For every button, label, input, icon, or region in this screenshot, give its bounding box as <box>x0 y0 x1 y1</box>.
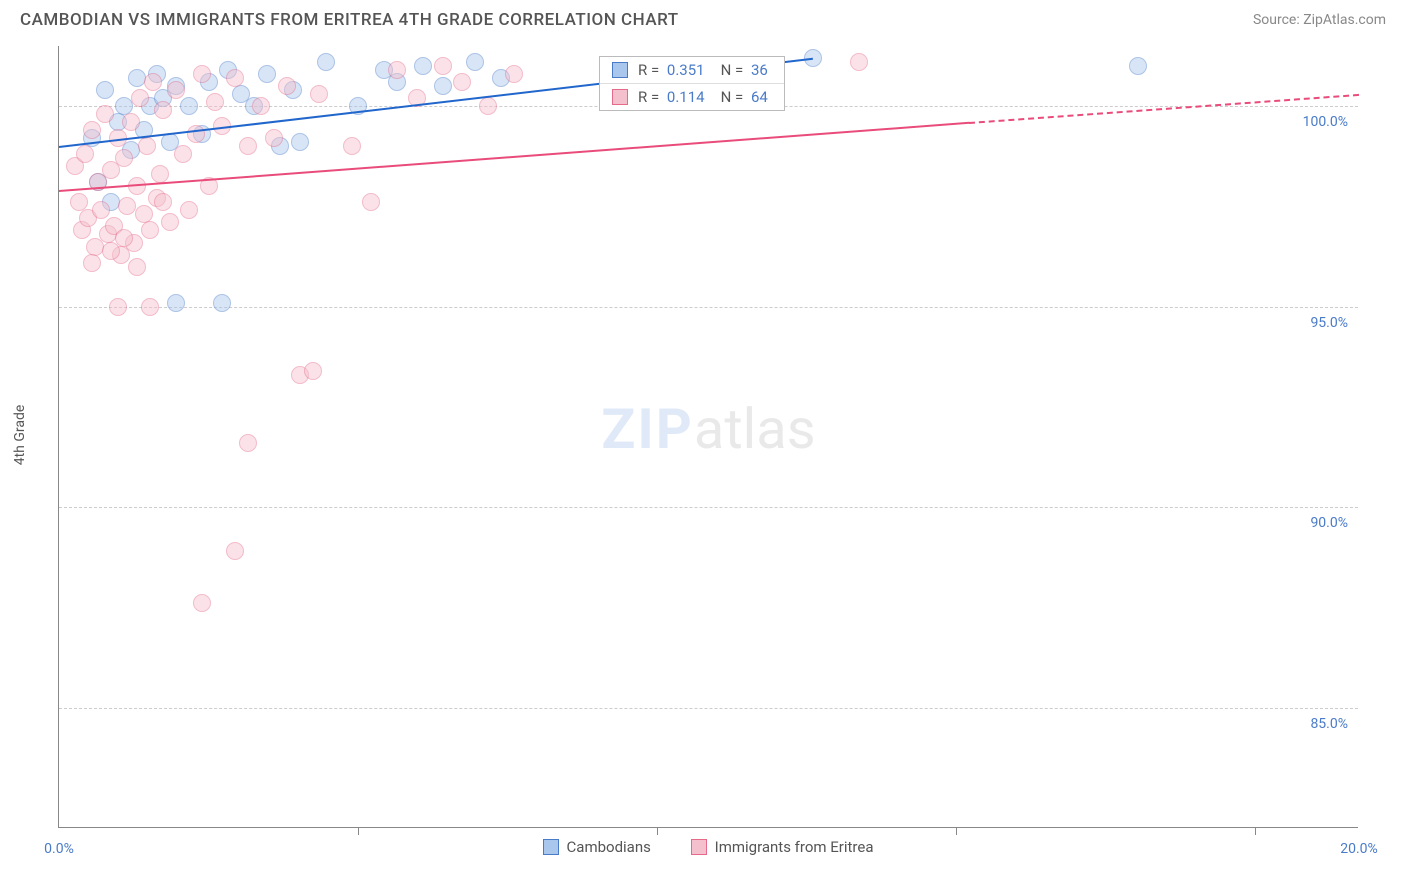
scatter-point <box>83 121 101 139</box>
y-tick-label: 100.0% <box>1303 114 1348 130</box>
corr-r-value: 0.351 <box>663 61 704 79</box>
watermark: ZIPatlas <box>601 396 815 462</box>
scatter-point <box>850 53 868 71</box>
scatter-point <box>128 258 146 276</box>
legend-label: Immigrants from Eritrea <box>715 838 874 856</box>
scatter-point <box>187 125 205 143</box>
scatter-point <box>304 362 322 380</box>
y-tick-label: 95.0% <box>1310 315 1348 331</box>
corr-swatch-icon <box>612 89 628 105</box>
scatter-point <box>362 193 380 211</box>
legend-item-cambodians: Cambodians <box>543 838 651 856</box>
scatter-point <box>310 85 328 103</box>
scatter-point <box>174 145 192 163</box>
scatter-point <box>180 97 198 115</box>
scatter-point <box>1129 57 1147 75</box>
scatter-point <box>128 69 146 87</box>
corr-n-label: N = <box>721 61 744 79</box>
scatter-point <box>92 201 110 219</box>
scatter-point <box>252 97 270 115</box>
scatter-point <box>96 105 114 123</box>
trendline-dashed <box>969 94 1359 124</box>
scatter-point <box>154 193 172 211</box>
scatter-point <box>505 65 523 83</box>
scatter-point <box>180 201 198 219</box>
x-minor-tick <box>956 827 957 835</box>
bottom-legend: Cambodians Immigrants from Eritrea <box>58 838 1358 859</box>
scatter-point <box>466 53 484 71</box>
scatter-point <box>206 93 224 111</box>
x-minor-tick <box>358 827 359 835</box>
corr-n-value: 36 <box>747 61 768 79</box>
legend-swatch-icon <box>691 839 707 855</box>
corr-r-value: 0.114 <box>663 88 704 106</box>
chart-header: CAMBODIAN VS IMMIGRANTS FROM ERITREA 4TH… <box>0 0 1406 38</box>
scatter-point <box>193 594 211 612</box>
scatter-point <box>144 73 162 91</box>
scatter-point <box>167 294 185 312</box>
scatter-point <box>96 81 114 99</box>
scatter-point <box>239 137 257 155</box>
y-tick-label: 90.0% <box>1310 515 1348 531</box>
corr-n-label: N = <box>721 88 744 106</box>
scatter-point <box>131 89 149 107</box>
chart-plot-area: ZIPatlas 85.0%90.0%95.0%100.0%0.0%20.0%R… <box>58 46 1358 828</box>
scatter-point <box>83 254 101 272</box>
scatter-point <box>479 97 497 115</box>
scatter-point <box>141 221 159 239</box>
correlation-box: R = 0.351 N = 36 R = 0.114 N = 64 <box>599 56 785 111</box>
corr-n-value: 64 <box>747 88 768 106</box>
scatter-point <box>414 57 432 75</box>
chart-title: CAMBODIAN VS IMMIGRANTS FROM ERITREA 4TH… <box>20 10 679 30</box>
scatter-point <box>161 213 179 231</box>
scatter-point <box>115 149 133 167</box>
y-tick-label: 85.0% <box>1310 716 1348 732</box>
scatter-point <box>434 57 452 75</box>
x-minor-tick <box>657 827 658 835</box>
scatter-point <box>109 298 127 316</box>
scatter-point <box>115 229 133 247</box>
gridline <box>59 507 1358 508</box>
scatter-point <box>154 101 172 119</box>
scatter-point <box>265 129 283 147</box>
scatter-point <box>226 542 244 560</box>
scatter-point <box>453 73 471 91</box>
scatter-point <box>76 145 94 163</box>
scatter-point <box>343 137 361 155</box>
scatter-point <box>434 77 452 95</box>
corr-r-label: R = <box>638 88 659 106</box>
correlation-row: R = 0.351 N = 36 <box>600 57 784 84</box>
scatter-point <box>122 113 140 131</box>
legend-item-eritrea: Immigrants from Eritrea <box>691 838 874 856</box>
scatter-point <box>226 69 244 87</box>
gridline <box>59 708 1358 709</box>
scatter-point <box>213 294 231 312</box>
scatter-point <box>167 81 185 99</box>
correlation-row: R = 0.114 N = 64 <box>600 84 784 110</box>
scatter-point <box>278 77 296 95</box>
watermark-zip: ZIP <box>601 396 693 462</box>
scatter-point <box>70 193 88 211</box>
gridline <box>59 307 1358 308</box>
scatter-point <box>291 133 309 151</box>
scatter-point <box>258 65 276 83</box>
scatter-point <box>388 61 406 79</box>
y-axis-label: 4th Grade <box>12 405 28 466</box>
scatter-point <box>239 434 257 452</box>
legend-swatch-icon <box>543 839 559 855</box>
x-minor-tick <box>1255 827 1256 835</box>
scatter-point <box>193 65 211 83</box>
corr-swatch-icon <box>612 62 628 78</box>
scatter-point <box>151 165 169 183</box>
scatter-point <box>141 298 159 316</box>
watermark-atlas: atlas <box>694 396 816 462</box>
chart-source: Source: ZipAtlas.com <box>1253 12 1386 28</box>
legend-label: Cambodians <box>567 838 651 856</box>
corr-r-label: R = <box>638 61 659 79</box>
scatter-point <box>138 137 156 155</box>
scatter-point <box>317 53 335 71</box>
